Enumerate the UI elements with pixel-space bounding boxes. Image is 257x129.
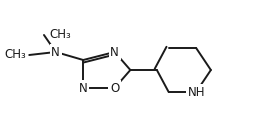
Text: N: N <box>79 82 88 95</box>
Text: N: N <box>110 46 119 58</box>
Text: NH: NH <box>187 86 205 99</box>
Text: CH₃: CH₃ <box>49 29 71 42</box>
Text: N: N <box>51 46 60 58</box>
Text: O: O <box>110 82 119 95</box>
Text: CH₃: CH₃ <box>5 49 26 62</box>
